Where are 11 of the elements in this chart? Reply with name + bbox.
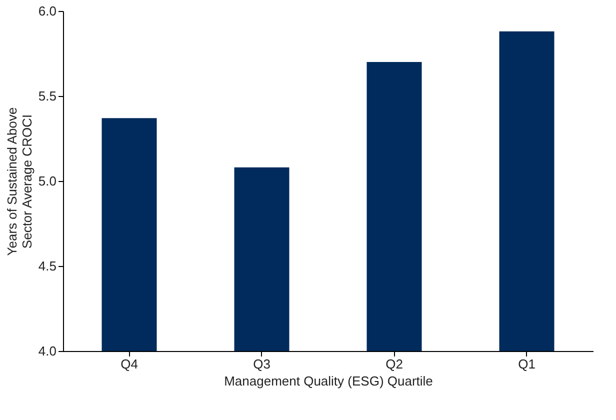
x-tick-label: Q3 [253,356,270,372]
y-tick-label: 5.5 [38,88,56,104]
y-tick-label: 4.5 [38,258,56,274]
y-tick-label: 6.0 [38,4,56,18]
y-axis-title: Years of Sustained Above Sector Average CROCI [4,107,34,256]
x-tick-label: Q4 [120,356,138,372]
y-tick-label: 5.0 [38,174,56,188]
x-tick-label: Q1 [518,356,536,372]
y-tick-label: 4.0 [38,344,56,358]
x-axis-title: Management Quality (ESG) Quartile [224,374,433,388]
x-tick-label: Q2 [386,356,403,372]
